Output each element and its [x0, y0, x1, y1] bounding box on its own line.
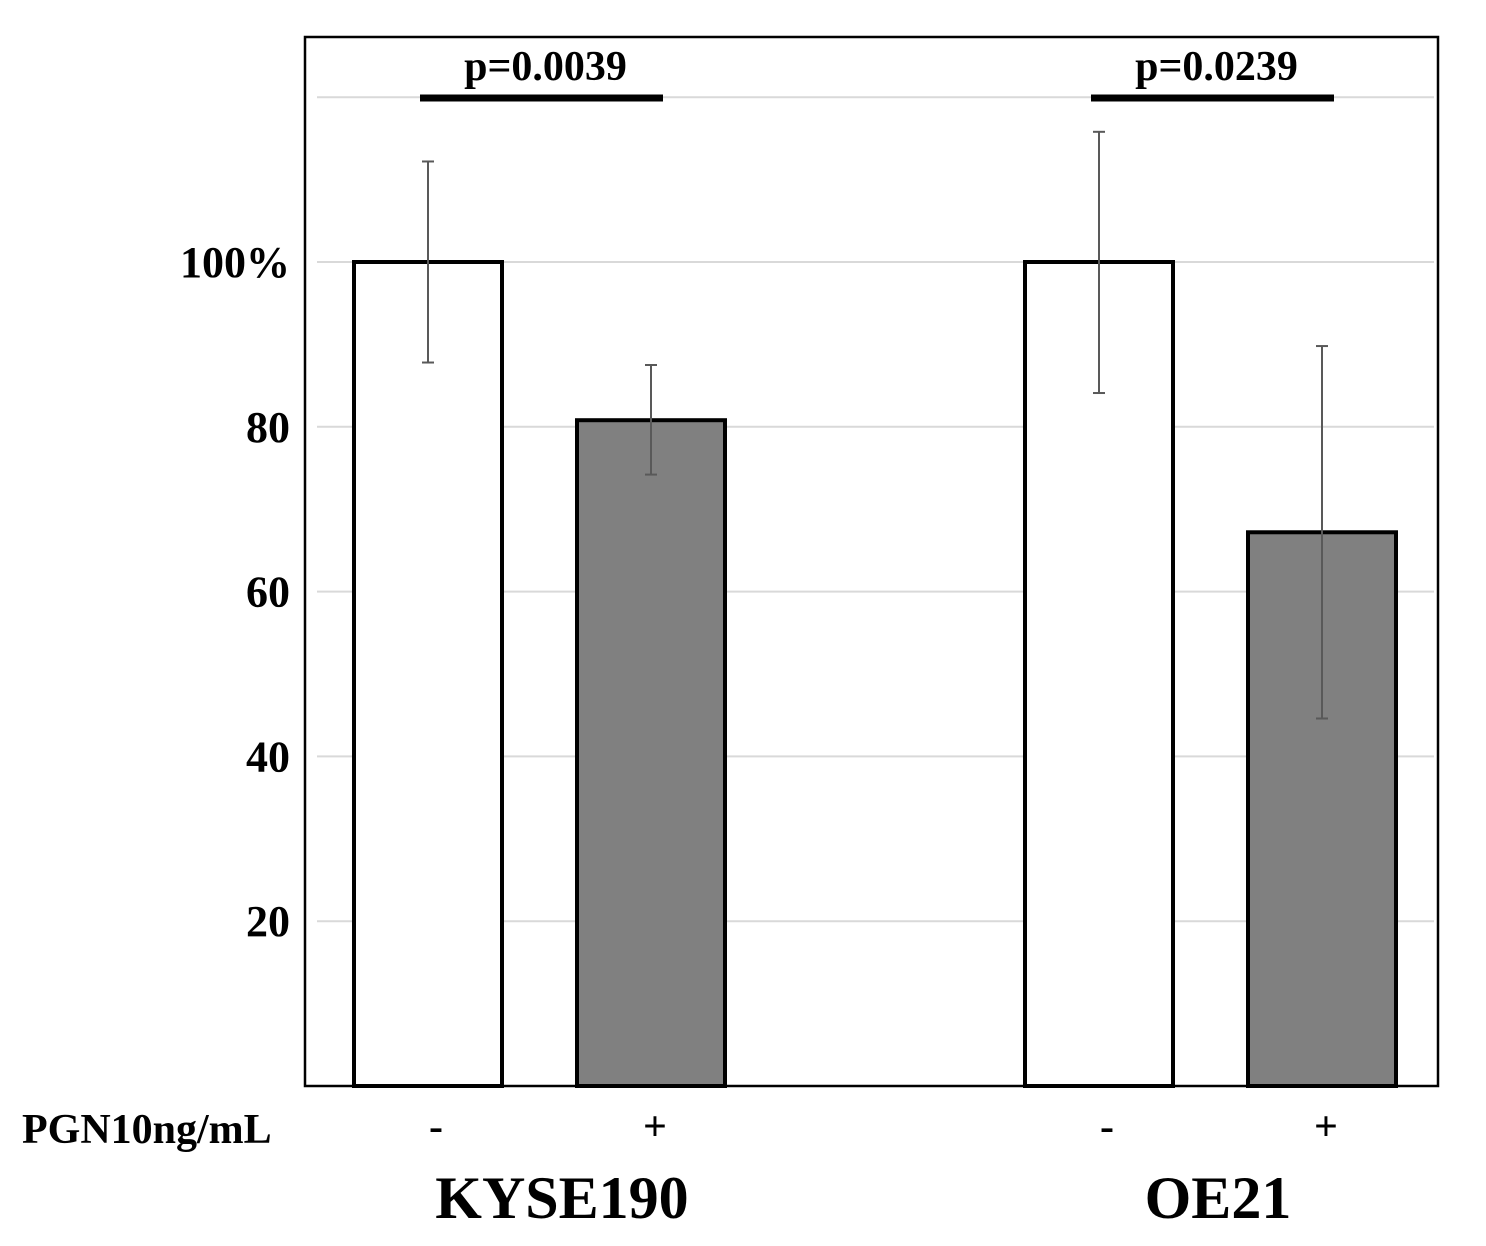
x-axis-labels: PGN10ng/mL - + KYSE190 - + OE21: [22, 1104, 1338, 1231]
y-tick-label: 100%: [180, 238, 290, 287]
y-tick-label: 40: [246, 732, 290, 781]
treatment-tick-label: -: [1100, 1104, 1114, 1150]
p-value-label: p=0.0239: [1135, 44, 1298, 90]
error-bars: [422, 130, 1328, 720]
bars: [352, 260, 1398, 1088]
group-label: OE21: [1145, 1165, 1292, 1231]
bar: [352, 260, 504, 1088]
p-value-label: p=0.0039: [464, 44, 627, 90]
treatment-tick-label: +: [643, 1104, 667, 1150]
bar: [575, 418, 727, 1088]
treatment-axis-label: PGN10ng/mL: [22, 1107, 272, 1153]
y-tick-label: 60: [246, 568, 290, 617]
treatment-tick-label: +: [1314, 1104, 1338, 1150]
treatment-tick-label: -: [429, 1104, 443, 1150]
group-label: KYSE190: [435, 1165, 688, 1231]
plot-frame: [303, 35, 1440, 1088]
y-tick-label: 20: [246, 897, 290, 946]
y-tick-label: 80: [246, 403, 290, 452]
significance-annotations: p=0.0039 p=0.0239: [420, 44, 1334, 102]
y-axis-ticks: 20 40 60 80 100%: [180, 238, 290, 946]
